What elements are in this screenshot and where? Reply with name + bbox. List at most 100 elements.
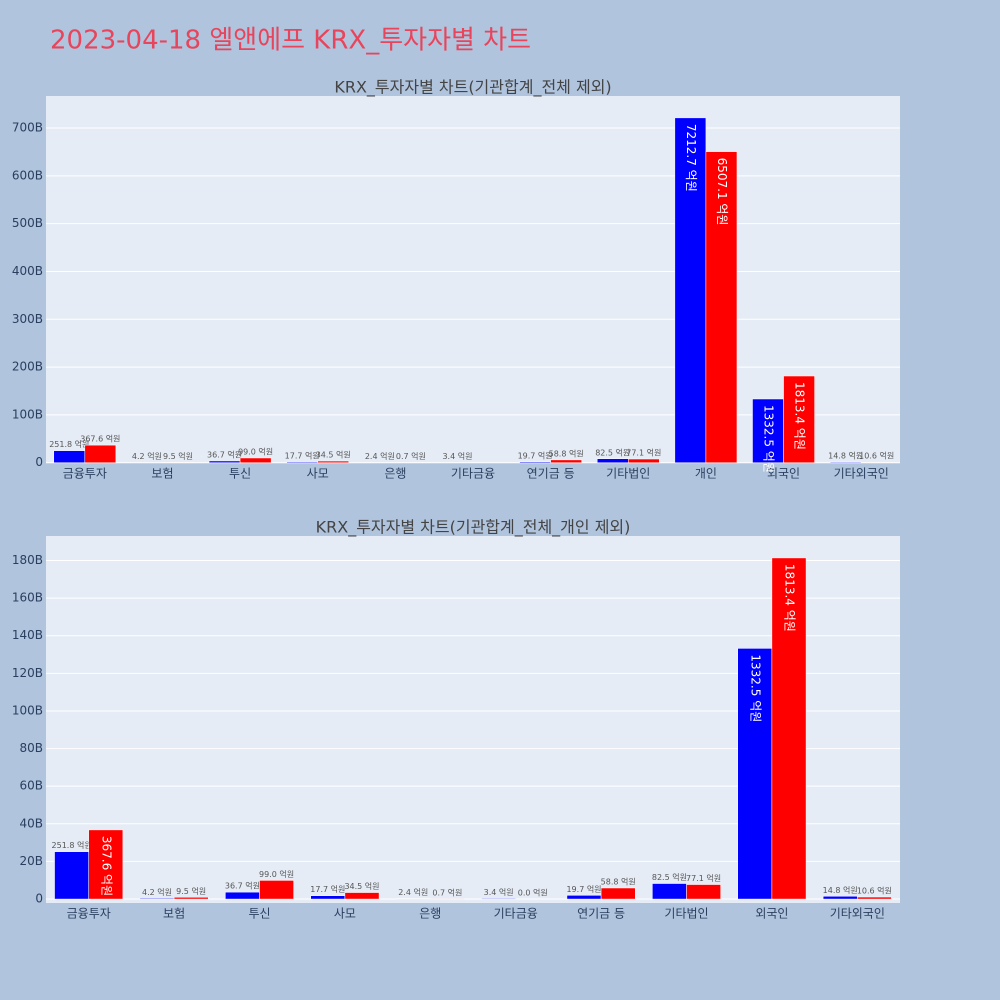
value-label: 1813.4 억원 — [782, 564, 796, 632]
y-tick-label: 0 — [35, 892, 43, 906]
value-label: 77.1 억원 — [686, 873, 721, 883]
y-tick-label: 60B — [19, 779, 43, 793]
value-label: 14.8 억원 — [828, 451, 863, 461]
value-label: 99.0 억원 — [259, 869, 294, 879]
bar — [771, 557, 807, 900]
bar — [53, 450, 86, 463]
value-label: 4.2 억원 — [132, 451, 162, 461]
value-label: 251.8 억원 — [52, 840, 92, 850]
bar — [566, 895, 602, 900]
y-tick-label: 700B — [12, 121, 43, 135]
value-label: 9.5 억원 — [176, 886, 206, 896]
x-tick-label: 기타금융 — [494, 907, 538, 921]
y-tick-label: 600B — [12, 168, 43, 182]
value-label: 2.4 억원 — [365, 451, 395, 461]
x-tick-label: 보험 — [163, 907, 185, 921]
x-tick-label: 기타금융 — [451, 467, 495, 481]
value-label: 99.0 억원 — [238, 446, 273, 456]
bar — [783, 375, 815, 463]
x-tick-label: 연기금 등 — [527, 467, 575, 481]
bar — [737, 648, 773, 900]
bar — [317, 460, 350, 463]
bar — [54, 851, 89, 900]
x-tick-label: 은행 — [384, 466, 406, 481]
x-tick-label: 외국인 — [755, 907, 788, 921]
value-label: 19.7 억원 — [566, 884, 601, 894]
value-label: 4.2 억원 — [142, 887, 172, 897]
bar — [239, 457, 272, 463]
value-label: 36.7 억원 — [225, 881, 260, 891]
x-tick-label: 보험 — [151, 467, 173, 481]
bar — [829, 461, 862, 463]
y-tick-label: 500B — [12, 216, 43, 230]
value-label: 1332.5 억원 — [762, 405, 776, 473]
value-label: 3.4 억원 — [484, 887, 514, 897]
bar — [225, 891, 260, 900]
value-label: 14.8 억원 — [823, 885, 858, 895]
y-tick-label: 0 — [35, 455, 43, 469]
value-label: 7212.7 억원 — [684, 124, 698, 192]
bar — [686, 884, 721, 900]
bar — [550, 459, 582, 463]
bar — [822, 896, 858, 900]
bar — [310, 895, 346, 900]
value-label: 3.4 억원 — [442, 451, 472, 461]
y-tick-label: 180B — [12, 553, 43, 567]
x-tick-label: 금융투자 — [67, 907, 111, 921]
page-title: 2023-04-18 엘앤에프 KRX_투자자별 차트 — [50, 26, 531, 56]
bar — [628, 458, 660, 463]
x-tick-label: 투신 — [248, 907, 270, 921]
value-label: 1332.5 억원 — [748, 654, 762, 722]
value-label: 0.0 억원 — [518, 888, 548, 898]
x-tick-label: 연기금 등 — [577, 907, 625, 921]
bar — [139, 898, 175, 900]
value-label: 10.6 억원 — [857, 886, 892, 896]
bar — [857, 896, 892, 900]
y-tick-label: 20B — [19, 854, 43, 868]
value-label: 251.8 억원 — [49, 439, 89, 449]
x-tick-label: 기타외국인 — [834, 467, 889, 481]
x-tick-label: 투신 — [229, 467, 251, 481]
y-tick-label: 120B — [12, 666, 43, 680]
value-label: 58.8 억원 — [601, 876, 636, 886]
value-label: 17.7 억원 — [310, 884, 345, 894]
x-tick-label: 기타외국인 — [830, 907, 885, 921]
bar — [705, 151, 738, 463]
chart-title: KRX_투자자별 차트(기관합계_전체_개인 제외) — [316, 518, 631, 538]
bar — [596, 458, 629, 463]
x-tick-label: 금융투자 — [63, 467, 107, 481]
x-tick-label: 사모 — [334, 907, 356, 921]
bar — [600, 887, 636, 900]
value-label: 77.1 억원 — [626, 448, 661, 458]
value-label: 82.5 억원 — [595, 447, 630, 457]
value-label: 58.8 억원 — [549, 448, 584, 458]
value-label: 34.5 억원 — [316, 450, 351, 460]
bar — [519, 461, 551, 463]
y-tick-label: 400B — [12, 264, 43, 278]
y-tick-label: 160B — [12, 591, 43, 605]
bar — [652, 883, 687, 900]
value-label: 19.7 억원 — [518, 450, 553, 460]
bar — [752, 398, 784, 463]
y-tick-label: 80B — [19, 741, 43, 755]
bar — [173, 897, 209, 900]
y-tick-label: 200B — [12, 360, 43, 374]
value-label: 0.7 억원 — [396, 451, 426, 461]
value-label: 0.7 억원 — [432, 887, 462, 897]
bar — [84, 444, 117, 463]
chart-title: KRX_투자자별 차트(기관합계_전체 제외) — [334, 78, 611, 98]
y-tick-label: 40B — [19, 816, 43, 830]
value-label: 1813.4 억원 — [793, 382, 807, 450]
value-label: 6507.1 억원 — [715, 158, 729, 226]
bar — [88, 829, 124, 900]
x-tick-label: 기타법인 — [664, 907, 708, 921]
value-label: 367.6 억원 — [80, 434, 120, 444]
value-label: 9.5 억원 — [163, 451, 193, 461]
value-label: 36.7 억원 — [207, 449, 242, 459]
value-label: 2.4 억원 — [398, 887, 428, 897]
y-tick-label: 100B — [12, 703, 43, 717]
bar — [860, 461, 893, 463]
y-tick-label: 100B — [12, 407, 43, 421]
x-tick-label: 외국인 — [767, 467, 800, 481]
